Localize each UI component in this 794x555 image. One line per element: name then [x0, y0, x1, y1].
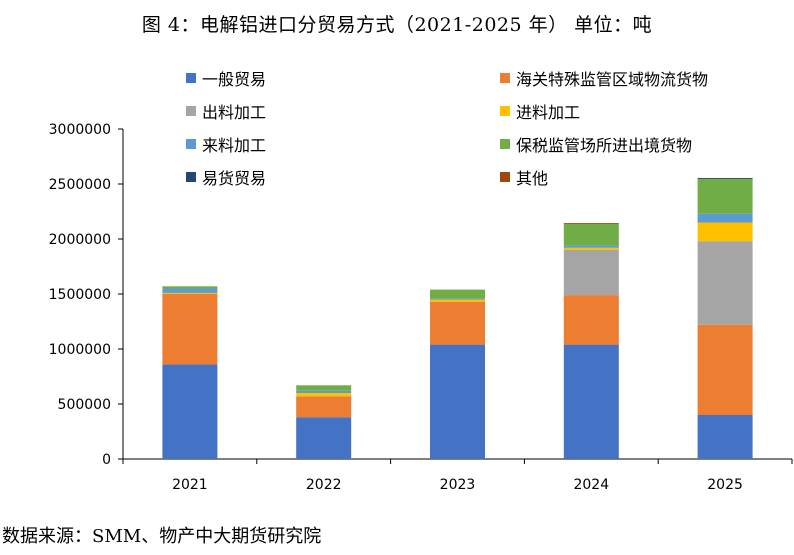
- legend-item: 易货贸易: [186, 165, 266, 189]
- legend-label: 一般贸易: [202, 70, 267, 89]
- y-tick-label: 0: [102, 452, 111, 468]
- bar-segment: [430, 289, 485, 299]
- legend-item: 来料加工: [186, 132, 266, 156]
- bar-segment: [697, 415, 753, 459]
- legend-item: 海关特殊监管区域物流货物: [500, 66, 708, 90]
- legend-label: 易货贸易: [202, 169, 267, 188]
- bar-segment: [563, 223, 619, 224]
- legend-swatch: [186, 106, 196, 116]
- bar-segment: [162, 292, 218, 294]
- bar-segment: [563, 223, 619, 246]
- legend-item: 其他: [500, 165, 548, 189]
- legend-swatch: [186, 73, 196, 83]
- bar-segment: [162, 288, 218, 293]
- bar-segment: [296, 390, 352, 393]
- bar-segment: [296, 417, 352, 459]
- y-tick-label: 1000000: [49, 342, 111, 358]
- legend-swatch: [186, 172, 196, 182]
- legend-label: 海关特殊监管区域物流货物: [516, 70, 709, 89]
- bar-segment: [697, 324, 753, 415]
- legend-item: 出料加工: [186, 99, 266, 123]
- chart-title: 图 4：电解铝进口分贸易方式（2021-2025 年） 单位：吨: [141, 14, 653, 36]
- bar-segment: [697, 222, 753, 242]
- bar-segment: [296, 396, 352, 418]
- bar-segment: [430, 299, 485, 302]
- bar-segment: [563, 250, 619, 296]
- legend-item: 保税监管场所进出境货物: [500, 132, 692, 156]
- y-tick-label: 500000: [58, 397, 111, 413]
- bar-segment: [162, 364, 218, 459]
- legend-label: 其他: [516, 169, 549, 188]
- bar-segment: [563, 245, 619, 248]
- legend-swatch: [500, 172, 510, 182]
- bar-segment: [697, 213, 753, 223]
- bar-segment: [430, 298, 485, 300]
- bar-segment: [697, 177, 753, 179]
- y-tick-label: 3000000: [49, 122, 111, 138]
- legend-label: 保税监管场所进出境货物: [516, 136, 693, 155]
- legend-label: 进料加工: [516, 103, 581, 122]
- x-tick-label: 2022: [306, 477, 342, 493]
- bar-segment: [697, 241, 753, 325]
- legend-label: 出料加工: [202, 103, 267, 122]
- legend-swatch: [500, 139, 510, 149]
- bar-segment: [162, 294, 218, 365]
- x-tick-label: 2023: [440, 477, 476, 493]
- y-tick-label: 1500000: [49, 287, 111, 303]
- y-tick-label: 2500000: [49, 177, 111, 193]
- bar-segment: [430, 301, 485, 345]
- legend-swatch: [500, 73, 510, 83]
- bar-segment: [563, 247, 619, 250]
- legend-label: 来料加工: [202, 136, 267, 155]
- legend-item: 进料加工: [500, 99, 580, 123]
- bar-segment: [296, 393, 352, 397]
- y-tick-label: 2000000: [49, 232, 111, 248]
- x-tick-label: 2021: [172, 477, 208, 493]
- x-tick-label: 2025: [707, 477, 743, 493]
- legend-item: 一般贸易: [186, 66, 266, 90]
- bar-segment: [296, 385, 352, 391]
- bar-segment: [430, 344, 485, 459]
- bar-segment: [162, 286, 218, 289]
- bar-segment: [563, 295, 619, 345]
- source-note: 数据来源：SMM、物产中大期货研究院: [2, 526, 322, 547]
- x-tick-label: 2024: [573, 477, 609, 493]
- legend-swatch: [186, 139, 196, 149]
- legend-swatch: [500, 106, 510, 116]
- bar-segment: [697, 178, 753, 214]
- bar-segment: [563, 344, 619, 459]
